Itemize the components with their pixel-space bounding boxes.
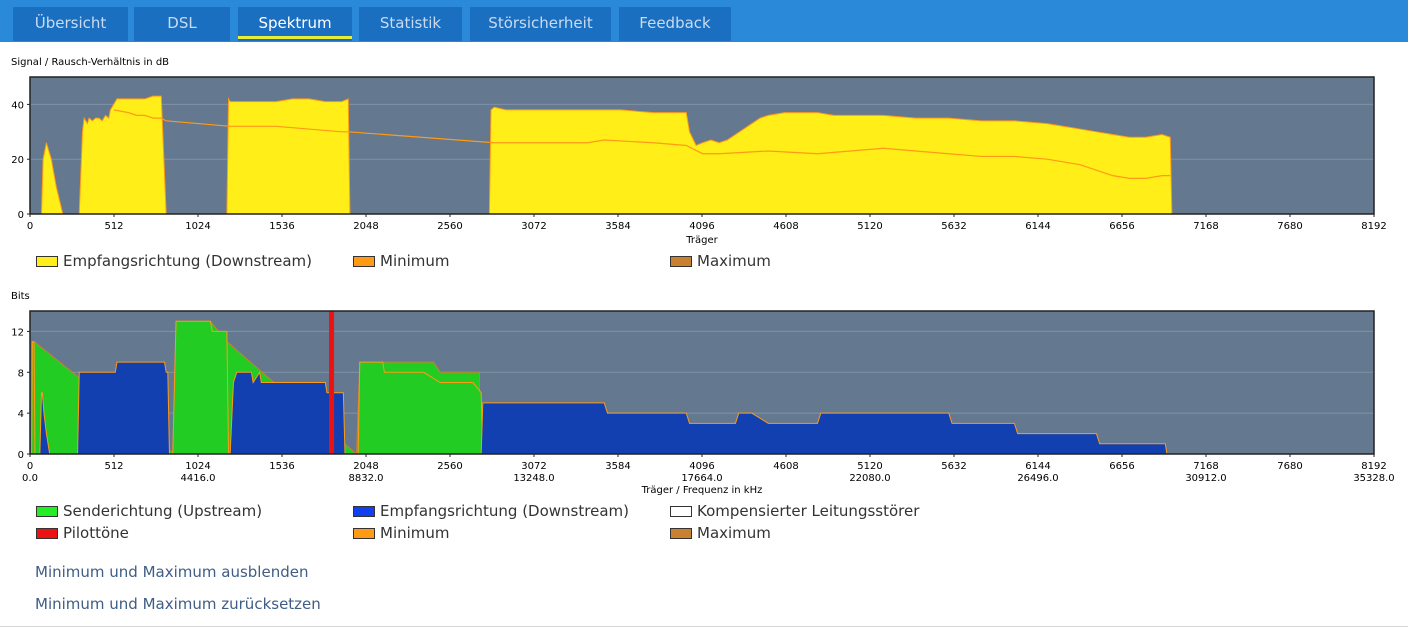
x-tick-label-frequency: 13248.0 (513, 473, 554, 484)
tab-uebersicht[interactable]: Übersicht (13, 7, 128, 41)
tab-stoersicherheit[interactable]: Störsicherheit (470, 7, 611, 41)
x-tick-label: 8192 (1361, 221, 1386, 232)
x-tick-label: 6656 (1109, 221, 1134, 232)
x-tick-label: 2048 (353, 221, 378, 232)
bits-legend-maximum: Maximum (670, 524, 771, 542)
snr-legend-downstream: Empfangsrichtung (Downstream) (36, 252, 312, 270)
x-tick-label: 3072 (521, 461, 546, 472)
legend-swatch (36, 505, 58, 517)
legend-label: Maximum (697, 252, 771, 270)
x-tick-label: 3072 (521, 221, 546, 232)
snr-legend-minimum: Minimum (353, 252, 450, 270)
snr-downstream-area (40, 95, 1173, 215)
x-tick-label-frequency: 26496.0 (1017, 473, 1058, 484)
snr-minimum-line (113, 109, 1171, 179)
x-tick-label-frequency: 0.0 (22, 473, 38, 484)
x-tick-label-frequency: 35328.0 (1353, 473, 1394, 484)
x-axis-label: Träger / Frequenz in kHz (641, 485, 763, 496)
x-tick-label: 5120 (857, 221, 882, 232)
x-tick-label: 2560 (437, 461, 462, 472)
snr-chart: 0 20 40 0 512 1024 1536 2048 2560 3072 3584 4096 460… (11, 76, 1387, 246)
x-tick-label: 0 (27, 461, 33, 472)
x-tick-label: 5120 (857, 461, 882, 472)
bits-legend-minimum: Minimum (353, 524, 450, 542)
bits-chart-title: Bits (11, 291, 30, 302)
x-tick-label: 512 (104, 221, 123, 232)
legend-label: Empfangsrichtung (Downstream) (63, 252, 312, 270)
x-tick-label: 3584 (605, 221, 630, 232)
x-tick-label: 4608 (773, 461, 798, 472)
bits-legend-upstream: Senderichtung (Upstream) (36, 502, 262, 520)
y-tick-label: 20 (11, 155, 24, 166)
snr-chart-title: Signal / Rausch-Verhältnis in dB (11, 57, 170, 68)
x-tick-label: 0 (27, 221, 33, 232)
legend-swatch (670, 255, 692, 267)
x-tick-label: 7680 (1277, 221, 1302, 232)
y-tick-label: 8 (18, 368, 24, 379)
x-tick-label: 1024 (185, 461, 210, 472)
legend-label: Minimum (380, 524, 450, 542)
x-tick-label-frequency: 22080.0 (849, 473, 890, 484)
legend-swatch (36, 527, 58, 539)
x-tick-label: 7680 (1277, 461, 1302, 472)
x-tick-label: 1024 (185, 221, 210, 232)
y-tick-label: 40 (11, 100, 24, 111)
legend-swatch (353, 527, 375, 539)
x-tick-label: 4608 (773, 221, 798, 232)
tab-feedback[interactable]: Feedback (619, 7, 731, 41)
x-tick-label: 2560 (437, 221, 462, 232)
x-tick-label: 5632 (941, 461, 966, 472)
x-tick-label-frequency: 30912.0 (1185, 473, 1226, 484)
bits-legend-downstream: Empfangsrichtung (Downstream) (353, 502, 629, 520)
bits-legend-pilot: Pilottöne (36, 524, 129, 542)
x-tick-label: 512 (104, 461, 123, 472)
x-tick-label: 4096 (689, 461, 714, 472)
legend-label: Senderichtung (Upstream) (63, 502, 263, 520)
active-tab-indicator (238, 36, 352, 39)
x-tick-label: 6144 (1025, 461, 1050, 472)
x-tick-label-frequency: 17664.0 (681, 473, 722, 484)
y-tick-label: 4 (18, 409, 24, 420)
y-tick-label: 0 (18, 210, 24, 221)
divider (0, 626, 1408, 627)
tab-spektrum[interactable]: Spektrum (238, 7, 352, 41)
top-navigation: Übersicht DSL Spektrum Statistik Störsic… (0, 0, 1408, 42)
hide-minmax-link[interactable]: Minimum und Maximum ausblenden (35, 563, 309, 581)
bits-chart: 0 4 8 12 0 512 1024 1536 2048 2560 3072 3584 4096 460… (11, 310, 1395, 496)
x-tick-label-frequency: 4416.0 (181, 473, 216, 484)
legend-label: Empfangsrichtung (Downstream) (380, 502, 629, 520)
legend-swatch (353, 255, 375, 267)
legend-label: Minimum (380, 252, 450, 270)
x-tick-label: 7168 (1193, 221, 1218, 232)
x-axis-label: Träger (685, 235, 718, 246)
reset-minmax-link[interactable]: Minimum und Maximum zurücksetzen (35, 595, 321, 613)
y-tick-label: 12 (11, 327, 24, 338)
x-tick-label: 7168 (1193, 461, 1218, 472)
bits-legend-compensated: Kompensierter Leitungsstörer (670, 502, 919, 520)
legend-label: Kompensierter Leitungsstörer (697, 502, 920, 520)
legend-swatch (670, 527, 692, 539)
pilot-tone-bar (329, 311, 335, 454)
x-tick-label: 3584 (605, 461, 630, 472)
x-tick-label: 1536 (269, 461, 294, 472)
tab-statistik[interactable]: Statistik (359, 7, 462, 41)
x-tick-label: 6656 (1109, 461, 1134, 472)
x-tick-label: 6144 (1025, 221, 1050, 232)
x-tick-label: 5632 (941, 221, 966, 232)
tab-dsl[interactable]: DSL (134, 7, 230, 41)
legend-label: Maximum (697, 524, 771, 542)
snr-legend-maximum: Maximum (670, 252, 771, 270)
legend-label: Pilottöne (63, 524, 129, 542)
x-tick-label: 8192 (1361, 461, 1386, 472)
legend-swatch (670, 505, 692, 517)
x-tick-label: 2048 (353, 461, 378, 472)
x-tick-label: 4096 (689, 221, 714, 232)
x-tick-label: 1536 (269, 221, 294, 232)
x-tick-label-frequency: 8832.0 (349, 473, 384, 484)
legend-swatch (353, 505, 375, 517)
legend-swatch (36, 255, 58, 267)
y-tick-label: 0 (18, 450, 24, 461)
